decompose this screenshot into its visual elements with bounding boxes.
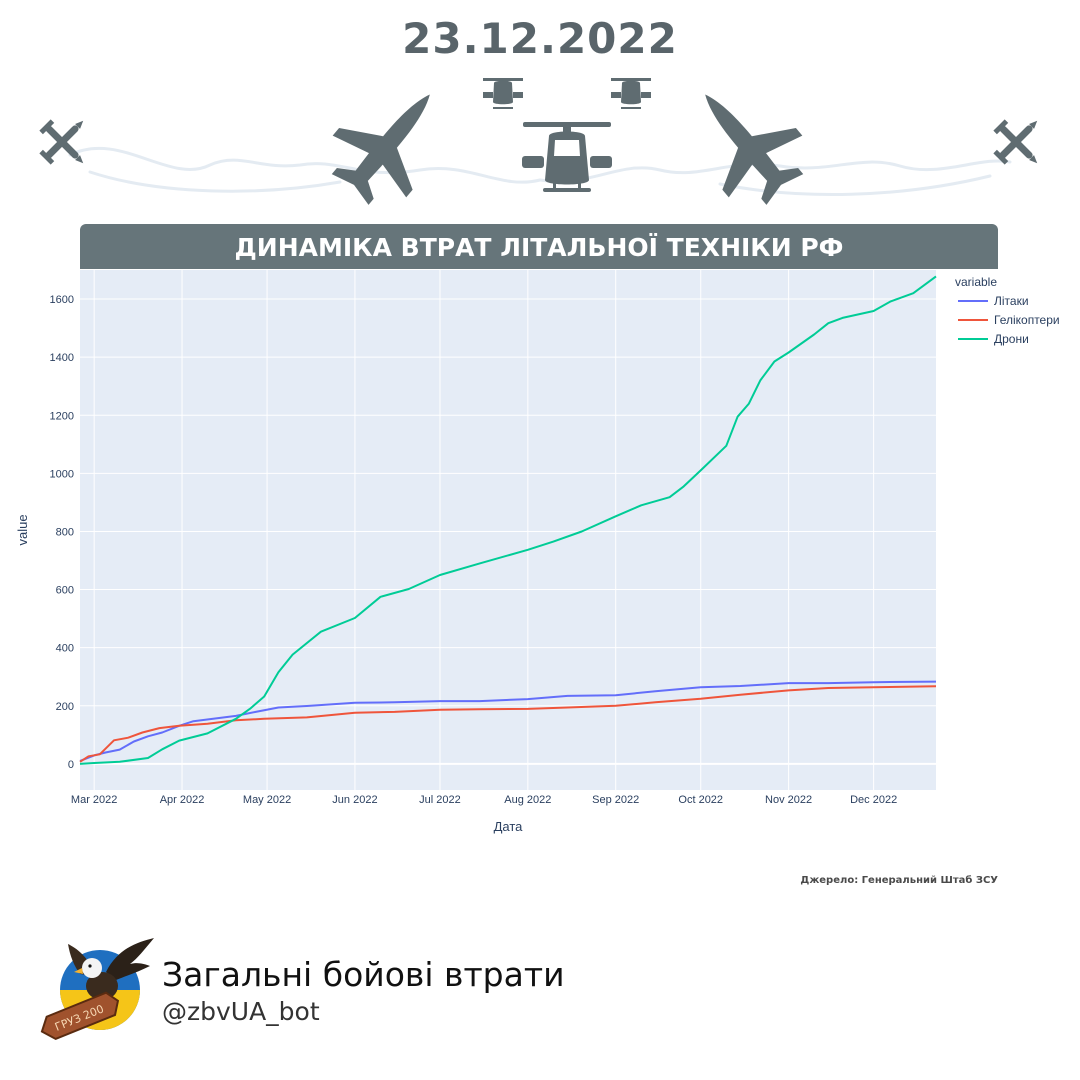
chart-title-banner: ДИНАМІКА ВТРАТ ЛІТАЛЬНОЇ ТЕХНІКИ РФ — [80, 224, 998, 269]
date-title: 23.12.2022 — [402, 14, 678, 63]
legend-label: Дрони — [994, 332, 1029, 346]
x-tick-label: Sep 2022 — [592, 794, 639, 806]
y-tick-label: 600 — [56, 585, 74, 597]
x-tick-label: Mar 2022 — [71, 794, 117, 806]
small-helicopter-icon — [611, 78, 651, 109]
channel-handle: @zbvUA_bot — [162, 997, 320, 1026]
y-axis-title: value — [15, 514, 30, 545]
legend-title: variable — [955, 275, 997, 289]
eagle-icon — [68, 938, 154, 1000]
aircraft-illustration — [39, 78, 1038, 205]
legend: variable Літаки Гелікоптери Дрони — [955, 275, 1060, 346]
plot-area — [80, 270, 936, 790]
series-line — [79, 685, 937, 763]
line-chart: 0 200 400 600 800 1000 1200 1400 1600 Mar 2022 Apr… — [15, 270, 1060, 834]
channel-title: Загальні бойові втрати — [162, 955, 565, 994]
axes: 0 200 400 600 800 1000 1200 1400 1600 Mar 2022 Apr… — [15, 294, 897, 834]
helicopter-icon — [522, 122, 612, 192]
series-line — [79, 680, 937, 762]
y-tick-label: 1200 — [50, 410, 74, 422]
x-tick-label: Oct 2022 — [678, 794, 723, 806]
x-tick-label: Dec 2022 — [850, 794, 897, 806]
x-tick-label: Jul 2022 — [419, 794, 461, 806]
y-tick-label: 400 — [56, 643, 74, 655]
bomb-icon — [39, 119, 84, 165]
series-line — [79, 275, 937, 765]
legend-label: Гелікоптери — [994, 313, 1060, 327]
source-note: Джерело: Генеральний Штаб ЗСУ — [800, 875, 998, 886]
small-helicopter-icon — [483, 78, 523, 109]
x-tick-label: Jun 2022 — [332, 794, 377, 806]
fighter-jet-icon — [331, 94, 430, 205]
y-tick-label: 1600 — [50, 294, 74, 306]
legend-label: Літаки — [994, 294, 1029, 308]
x-tick-label: Aug 2022 — [504, 794, 551, 806]
x-axis-title: Дата — [494, 819, 524, 834]
x-tick-label: Apr 2022 — [160, 794, 205, 806]
x-tick-label: Nov 2022 — [765, 794, 812, 806]
bomb-icon — [993, 119, 1038, 165]
y-tick-label: 1000 — [50, 468, 74, 480]
y-tick-label: 200 — [56, 701, 74, 713]
fighter-jet-icon — [705, 94, 804, 205]
bot-logo: ГРУЗ 200 — [40, 938, 154, 1041]
x-tick-label: May 2022 — [243, 794, 291, 806]
y-tick-label: 0 — [68, 759, 74, 771]
y-tick-label: 1400 — [50, 352, 74, 364]
series-lines — [79, 275, 937, 765]
y-tick-label: 800 — [56, 526, 74, 538]
